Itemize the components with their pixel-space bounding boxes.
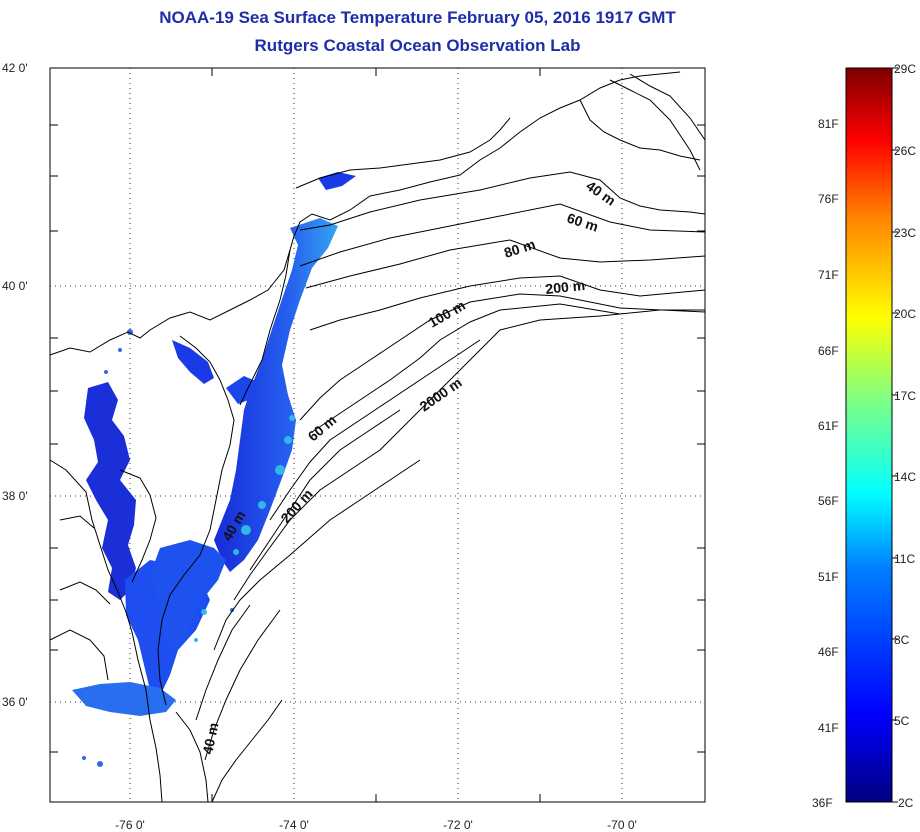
sst-warm-speckles [194,415,295,642]
colorbar [845,67,893,803]
lon-label-74: -74 0' [279,818,309,832]
ticks [50,68,705,802]
colorbar-ticks [892,67,898,803]
cb-c-29: 29C [894,62,917,76]
sst-sound-patch [72,682,176,716]
cb-c-5: 5C [894,714,910,728]
lat-label-42: 42 0' [2,61,28,75]
cb-f-41: 41F [818,721,839,735]
sst-inner-shelf-patch [150,540,226,650]
graticule [50,68,705,802]
map-title: NOAA-19 Sea Surface Temperature February… [159,8,676,27]
cb-f-36: 36F [812,796,833,810]
cb-c-8: 8C [894,633,910,647]
cb-c-14: 14C [894,470,917,484]
sst-overlay [72,172,356,767]
lon-label-72: -72 0' [443,818,473,832]
cb-c-20: 20C [894,307,917,321]
cb-f-76: 76F [818,192,839,206]
cb-f-61: 61F [818,419,839,433]
lat-label-40: 40 0' [2,279,28,293]
cb-f-46: 46F [818,645,839,659]
cb-c-26: 26C [894,144,917,158]
cb-f-71: 71F [818,268,839,282]
cb-c-11: 11C [894,552,916,566]
sst-delaware-patch [172,340,214,384]
lat-label-36: 36 0' [2,695,28,709]
cb-f-66: 66F [818,344,839,358]
bathymetry-contours [195,73,706,803]
coastline [49,71,701,803]
depth-label-40m-south: 40 m [199,721,221,756]
cb-f-81: 81F [818,117,839,131]
cb-c-23: 23C [894,226,917,240]
sst-chesapeake-patch [84,382,136,600]
cb-f-56: 56F [818,494,839,508]
cb-c-17: 17C [894,389,917,403]
sst-shelf-patch [214,218,338,572]
lat-label-38: 38 0' [2,489,28,503]
lon-label-70: -70 0' [607,818,637,832]
lon-label-76: -76 0' [115,818,145,832]
cb-f-51: 51F [818,570,839,584]
map-subtitle: Rutgers Coastal Ocean Observation Lab [254,36,581,55]
cb-c-2: 2C [898,796,914,810]
depth-label-200m-ne: 200 m [545,277,586,297]
